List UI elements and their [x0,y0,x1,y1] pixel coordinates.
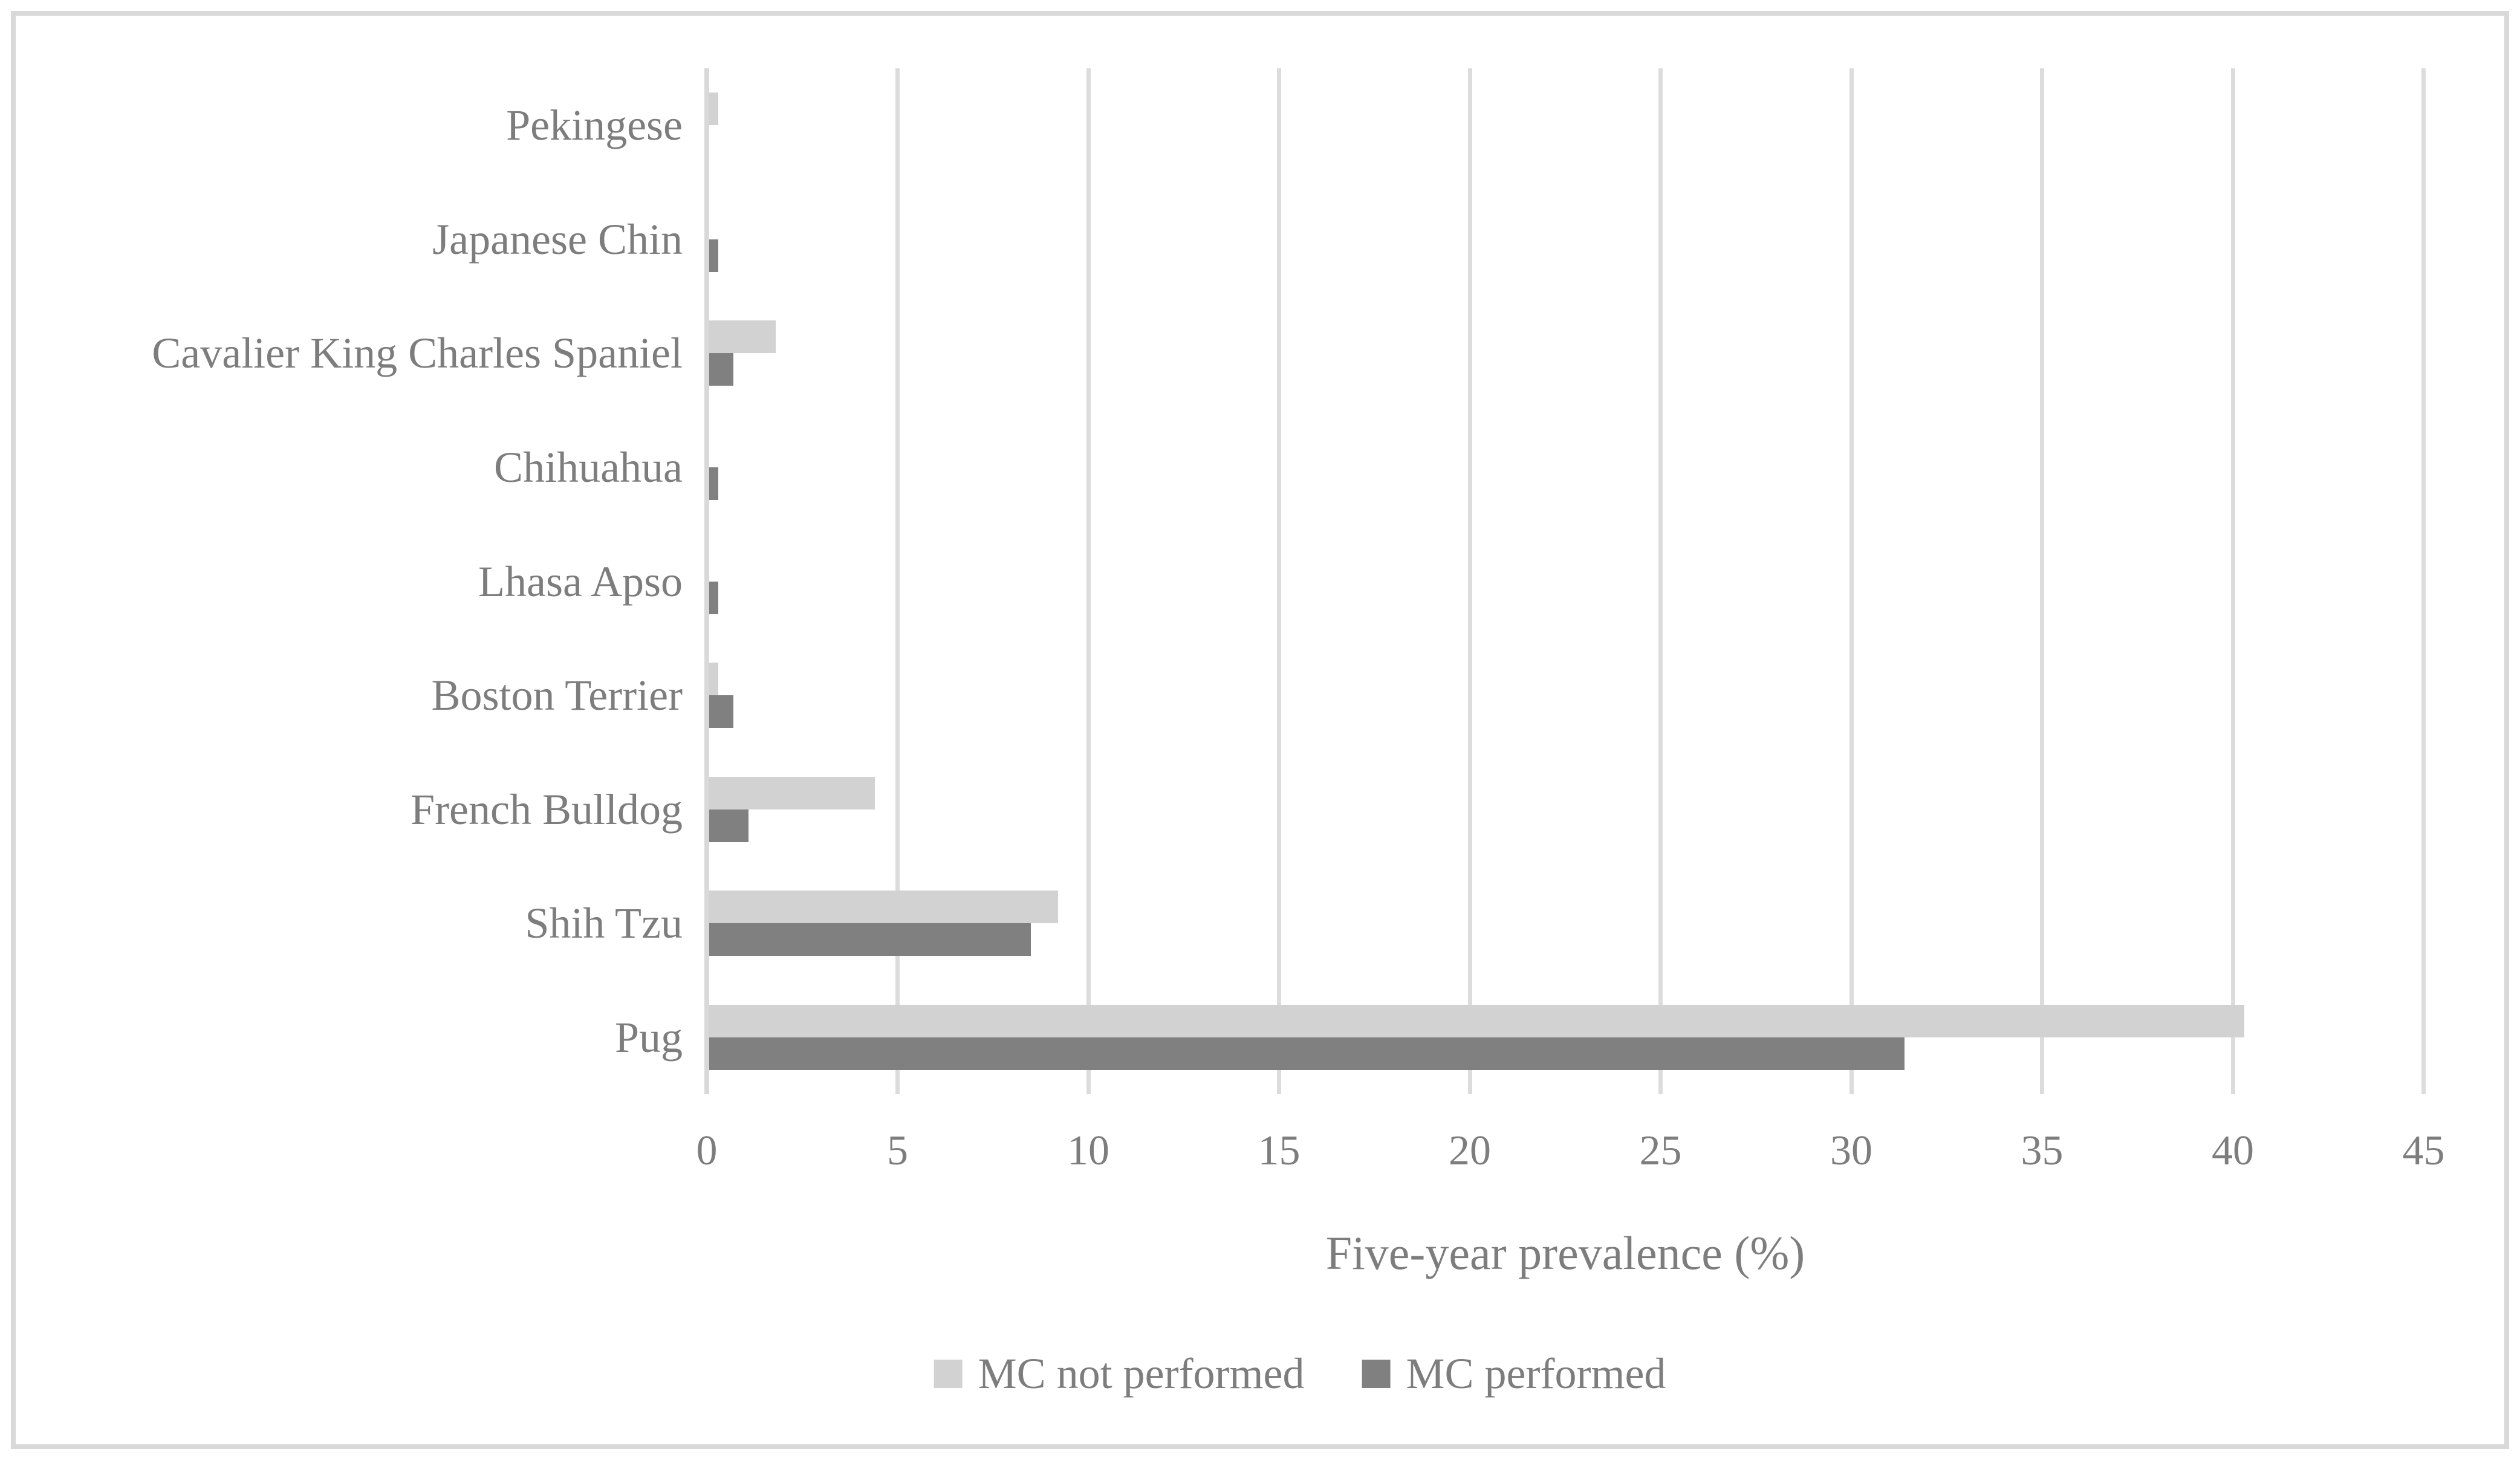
gridline-20 [1467,68,1472,1094]
bar-pug-mc-not-performed [709,1004,2244,1037]
x-tick-label-30: 30 [1830,1127,1872,1174]
bar-french-bulldog-mc-performed [709,809,749,842]
legend-label-mc-performed: MC performed [1406,1349,1666,1398]
category-label-french-bulldog: French Bulldog [411,785,683,834]
x-tick-label-20: 20 [1449,1127,1491,1174]
bar-french-bulldog-mc-not-performed [709,776,875,809]
category-label-japanese-chin: Japanese Chin [432,215,683,264]
gridline-40 [2230,68,2235,1094]
x-tick-label-5: 5 [887,1127,908,1174]
category-label-pug: Pug [614,1013,683,1062]
bar-chihuahua-mc-performed [709,467,718,500]
gridline-25 [1658,68,1663,1094]
bar-cavalier-king-charles-spaniel-mc-not-performed [709,320,776,354]
x-tick-label-25: 25 [1639,1127,1682,1174]
x-tick-label-40: 40 [2212,1127,2254,1174]
category-label-lhasa-apso: Lhasa Apso [478,557,683,606]
legend-item-mc-performed: MC performed [1362,1349,1666,1398]
category-label-cavalier-king-charles-spaniel: Cavalier King Charles Spaniel [152,329,683,378]
gridline-15 [1277,68,1281,1094]
category-label-boston-terrier: Boston Terrier [431,671,683,720]
bar-lhasa-apso-mc-performed [709,581,718,614]
bar-boston-terrier-mc-performed [709,695,734,728]
bar-pug-mc-performed [709,1037,1905,1070]
x-axis-title: Five-year prevalence (%) [1325,1227,1805,1279]
gridline-5 [895,68,900,1094]
bar-japanese-chin-mc-performed [709,239,718,272]
y-axis-line [704,68,709,1094]
category-label-shih-tzu: Shih Tzu [525,899,683,948]
figure-border [11,11,2509,1449]
x-tick-label-15: 15 [1258,1127,1301,1174]
gridline-30 [1849,68,1854,1094]
x-tick-label-35: 35 [2021,1127,2064,1174]
category-label-pekingese: Pekingese [506,101,683,150]
legend-swatch-mc-performed [1362,1359,1391,1388]
legend-item-mc-not-performed: MC not performed [934,1349,1305,1398]
x-tick-label-10: 10 [1067,1127,1109,1174]
legend: MC not performed MC performed [934,1349,1666,1398]
bar-shih-tzu-mc-performed [709,923,1031,956]
gridline-10 [1086,68,1091,1094]
bar-boston-terrier-mc-not-performed [709,663,718,696]
bar-shih-tzu-mc-not-performed [709,891,1058,924]
x-tick-label-0: 0 [696,1127,718,1174]
legend-swatch-mc-not-performed [934,1359,963,1388]
gridline-45 [2421,68,2426,1094]
bar-pekingese-mc-not-performed [709,92,718,126]
legend-label-mc-not-performed: MC not performed [978,1349,1305,1398]
x-tick-label-45: 45 [2402,1127,2445,1174]
bar-cavalier-king-charles-spaniel-mc-performed [709,353,734,386]
gridline-35 [2040,68,2044,1094]
category-label-chihuahua: Chihuahua [494,443,683,492]
